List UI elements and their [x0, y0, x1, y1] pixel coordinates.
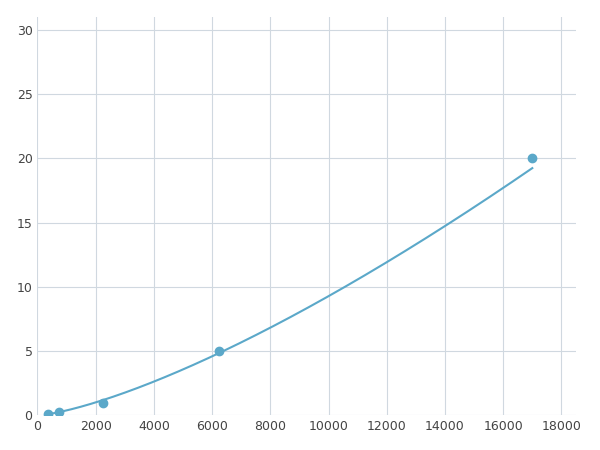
Point: [55, 408, 64, 415]
Point: [215, 347, 224, 355]
Point: [527, 155, 537, 162]
Point: [98, 399, 108, 406]
Point: [44, 410, 53, 418]
